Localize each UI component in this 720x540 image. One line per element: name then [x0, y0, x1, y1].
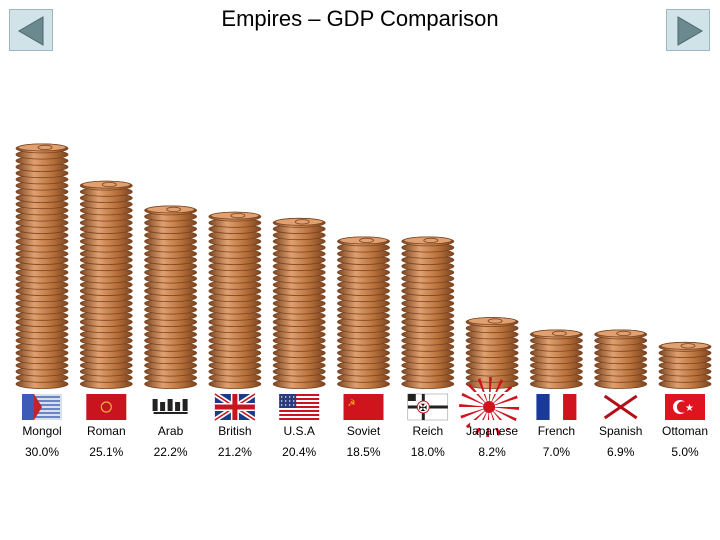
category-label: Roman [87, 424, 126, 438]
bar-french [530, 329, 583, 389]
category-label: U.S.A [284, 424, 315, 438]
previous-button[interactable] [9, 9, 53, 51]
spanish-flag-icon [600, 394, 641, 420]
bar-spanish [594, 329, 648, 389]
arab-flag-icon [150, 394, 191, 420]
usa-flag-icon [279, 394, 320, 420]
value-label: 20.4% [282, 445, 316, 459]
category-label: Reich [412, 424, 443, 438]
chart-title: Empires – GDP Comparison [221, 6, 499, 31]
category-label: Spanish [599, 424, 642, 438]
value-label: 8.2% [478, 445, 506, 459]
british-flag-icon [213, 391, 257, 423]
category-label: French [538, 424, 575, 438]
value-label: 18.5% [346, 445, 380, 459]
bar-british [208, 211, 262, 389]
roman-flag-icon [86, 394, 127, 420]
svg-text:☭: ☭ [348, 399, 356, 409]
category-label: Soviet [347, 424, 381, 438]
category-label: British [218, 424, 251, 438]
category-label: Japanese [466, 424, 518, 438]
svg-text:★: ★ [685, 403, 694, 414]
reich-flag-icon: ✠ [407, 393, 449, 421]
svg-text:✠: ✠ [419, 403, 427, 414]
bar-mongol [15, 143, 69, 389]
french-flag-icon [536, 394, 577, 420]
value-label: 30.0% [25, 445, 59, 459]
bar-usa [272, 217, 326, 389]
bar-arab [144, 205, 198, 389]
bar-ottoman [658, 341, 712, 389]
value-label: 5.0% [671, 445, 699, 459]
value-label: 21.2% [218, 445, 252, 459]
bar-japanese [465, 317, 519, 389]
ottoman-flag-icon: ★ [665, 394, 705, 420]
bar-reich [401, 236, 455, 389]
triangle-left-icon [18, 16, 44, 46]
soviet-flag-icon: ☭ [343, 394, 384, 420]
bar-soviet [337, 236, 390, 389]
category-label: Arab [158, 424, 184, 438]
value-label: 22.2% [154, 445, 188, 459]
mongol-flag-icon [22, 394, 62, 420]
value-label: 6.9% [607, 445, 635, 459]
bar-roman [79, 180, 133, 389]
value-label: 7.0% [543, 445, 571, 459]
value-label: 18.0% [411, 445, 445, 459]
next-button[interactable] [666, 9, 710, 51]
category-label: Mongol [22, 424, 61, 438]
japanese-flag-icon [459, 377, 520, 437]
category-label: Ottoman [662, 424, 708, 438]
triangle-right-icon [677, 16, 703, 46]
value-label: 25.1% [89, 445, 123, 459]
